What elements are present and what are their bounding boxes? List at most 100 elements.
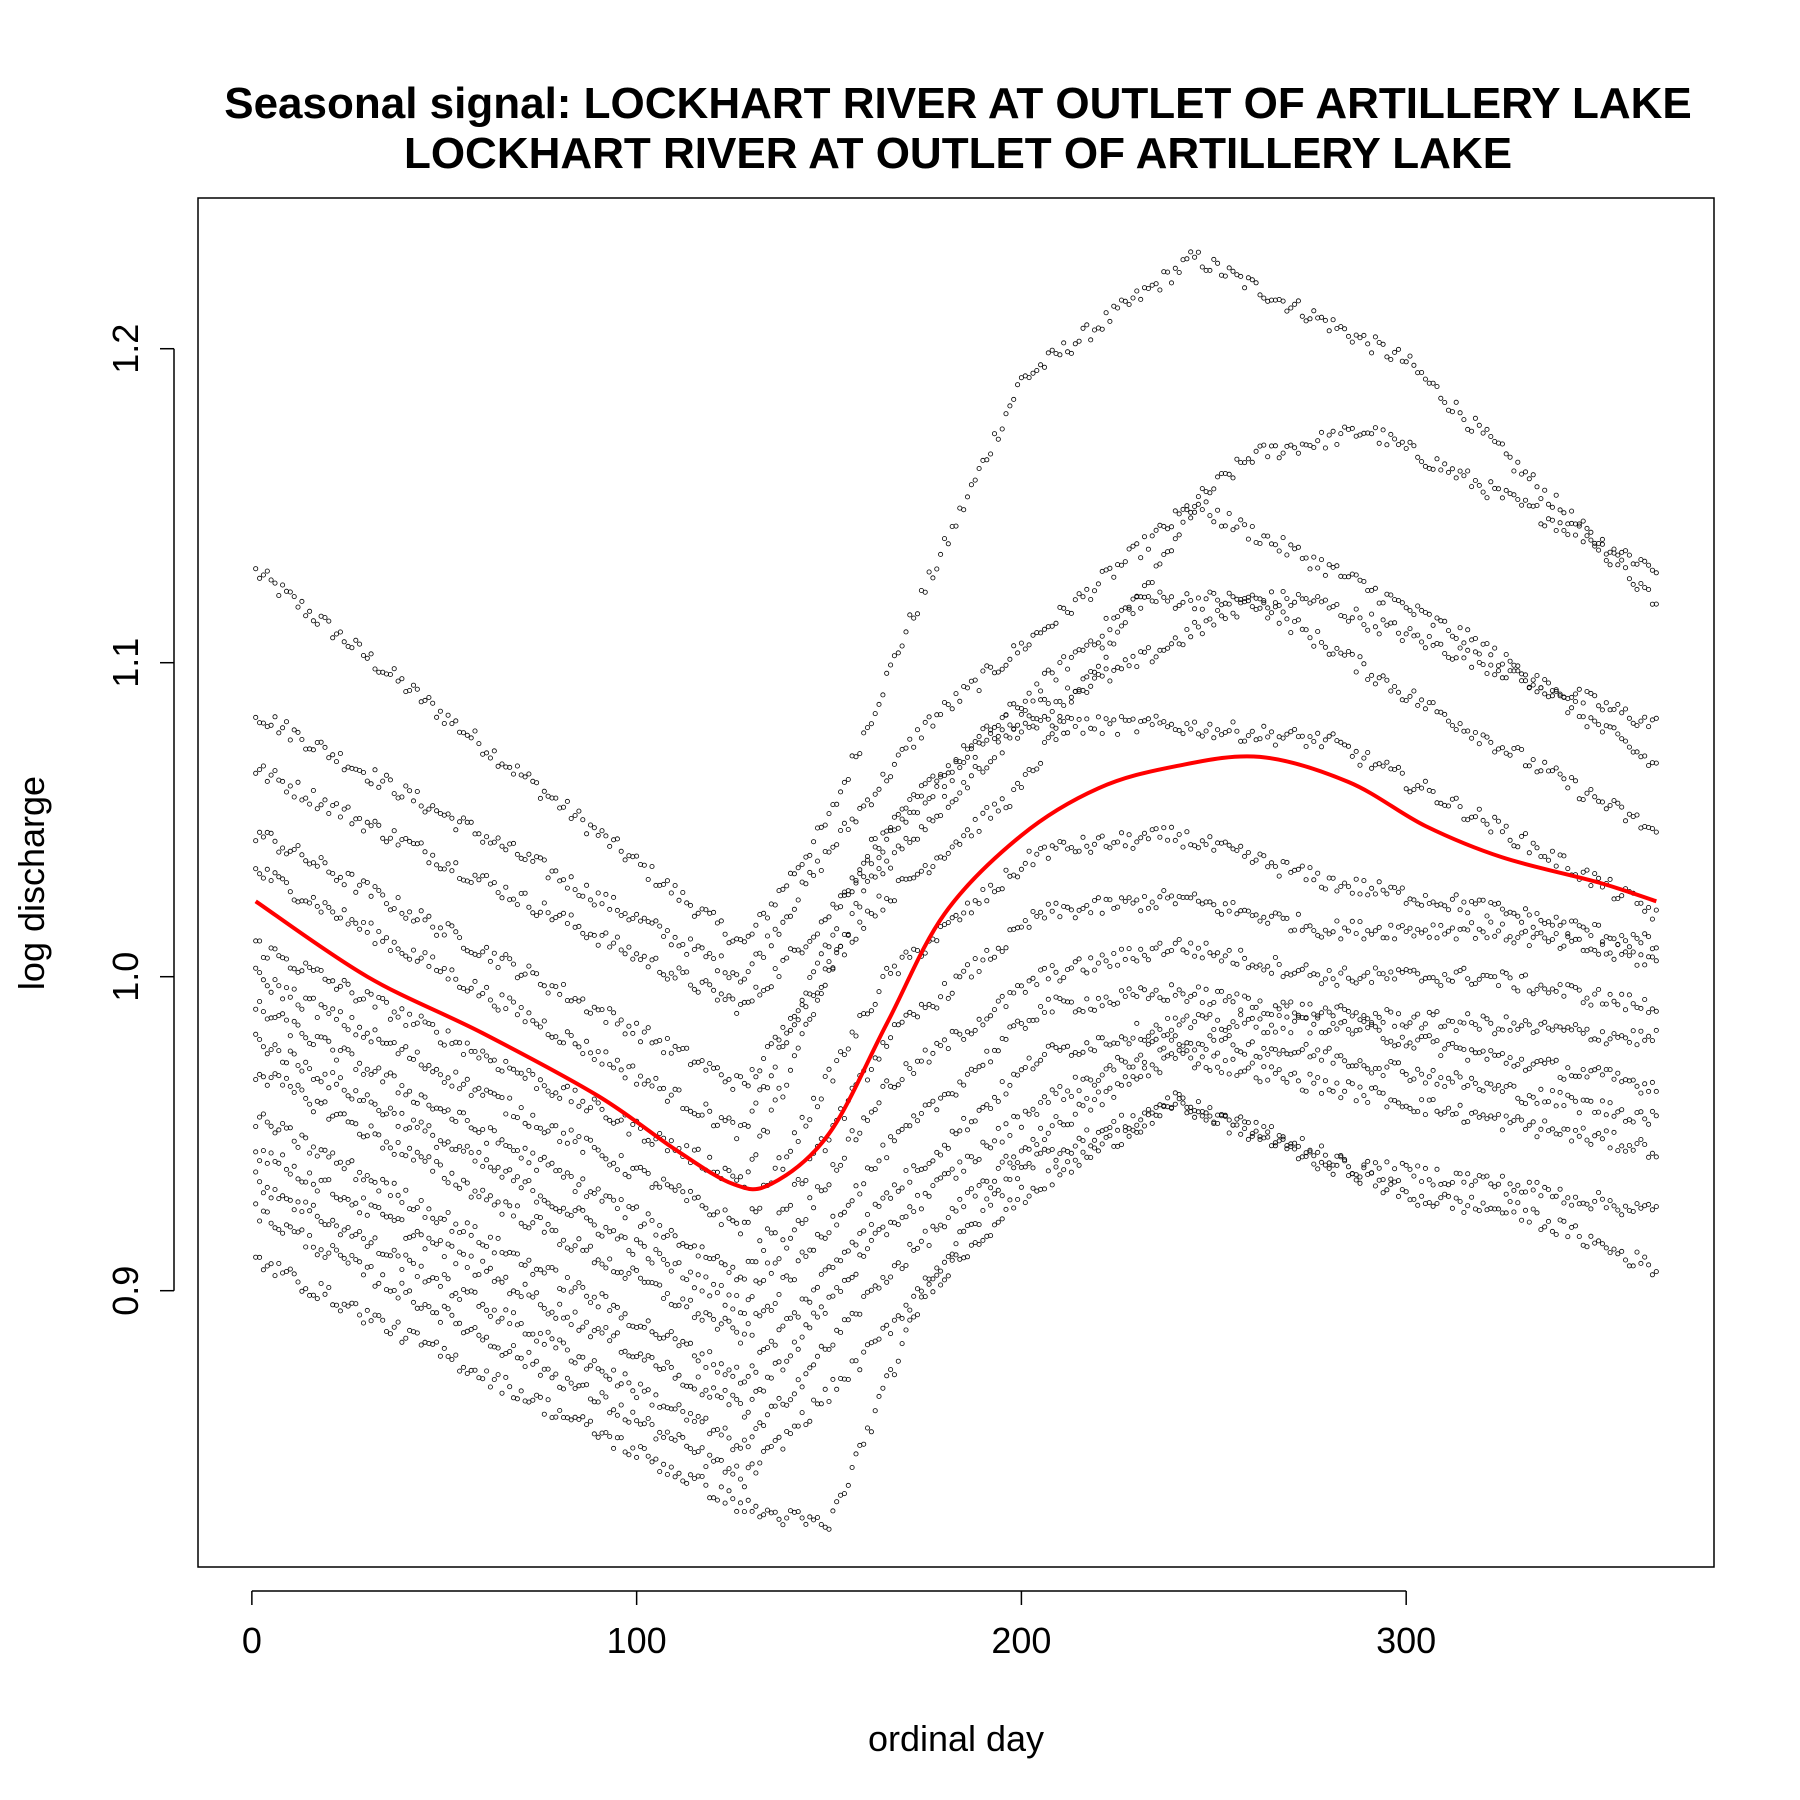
data-point [526, 1010, 532, 1016]
data-point [1068, 694, 1074, 700]
data-point [857, 1311, 863, 1317]
data-point [372, 1027, 378, 1033]
data-point [1226, 947, 1232, 953]
data-point [1099, 673, 1105, 679]
data-point [649, 1355, 655, 1361]
data-point [1561, 993, 1567, 999]
data-point [1249, 1060, 1255, 1066]
data-point [641, 1081, 647, 1087]
data-point [1130, 1074, 1136, 1080]
data-point [1488, 739, 1494, 745]
data-point [257, 871, 263, 877]
data-point [772, 966, 778, 972]
data-point [995, 1125, 1001, 1131]
data-point [1630, 949, 1636, 955]
data-point [1365, 1016, 1371, 1022]
data-point [1442, 972, 1448, 978]
data-point [999, 1139, 1005, 1145]
data-point [622, 857, 628, 863]
data-point [1480, 929, 1486, 935]
data-point [376, 784, 382, 790]
data-point [1349, 425, 1355, 431]
data-point [1446, 1075, 1452, 1081]
data-point [1080, 967, 1086, 973]
data-point [657, 1223, 663, 1229]
data-point [1195, 845, 1201, 851]
data-point [818, 991, 824, 997]
data-point [1607, 1100, 1613, 1106]
data-point [1599, 1098, 1605, 1104]
data-point [399, 676, 405, 682]
data-point [849, 1310, 855, 1316]
data-point [303, 858, 309, 864]
data-point [1349, 918, 1355, 924]
data-point [1007, 1160, 1013, 1166]
data-point [1272, 742, 1278, 748]
data-point [765, 1412, 771, 1418]
data-point [1199, 1013, 1205, 1019]
data-point [826, 1137, 832, 1143]
data-point [718, 953, 724, 959]
data-point [1122, 1036, 1128, 1042]
data-point [1507, 1027, 1513, 1033]
data-point [1511, 1083, 1517, 1089]
data-point [915, 871, 921, 877]
data-point [1446, 1105, 1452, 1111]
data-point [253, 1124, 259, 1130]
data-point [310, 1109, 316, 1115]
data-point [1488, 1113, 1494, 1119]
data-point [1461, 473, 1467, 479]
data-point [603, 1049, 609, 1055]
data-point [1380, 673, 1386, 679]
data-point [1034, 681, 1040, 687]
data-point [872, 1338, 878, 1344]
data-point [614, 1167, 620, 1173]
data-point [1157, 1026, 1163, 1032]
data-point [526, 1123, 532, 1129]
data-point [568, 1213, 574, 1219]
data-point [1626, 744, 1632, 750]
data-point [872, 1201, 878, 1207]
data-point [1245, 1065, 1251, 1071]
data-point [1053, 1157, 1059, 1163]
data-point [453, 1069, 459, 1075]
data-point [1284, 616, 1290, 622]
data-point [868, 911, 874, 917]
data-point [1603, 551, 1609, 557]
data-point [1242, 1051, 1248, 1057]
data-point [503, 1199, 509, 1205]
data-point [1215, 1050, 1221, 1056]
data-point [1003, 1004, 1009, 1010]
data-point [703, 1067, 709, 1073]
data-point [537, 1331, 543, 1337]
data-point [576, 1134, 582, 1140]
data-point [1053, 677, 1059, 683]
data-point [345, 1225, 351, 1231]
data-point [614, 1236, 620, 1242]
data-point [992, 954, 998, 960]
data-point [1003, 867, 1009, 873]
data-point [1507, 658, 1513, 664]
data-point [1584, 995, 1590, 1001]
data-point [1365, 1100, 1371, 1106]
data-point [672, 1086, 678, 1092]
data-point [1426, 1074, 1432, 1080]
data-point [753, 1259, 759, 1265]
data-point [649, 1218, 655, 1224]
data-point [995, 723, 1001, 729]
data-point [453, 827, 459, 833]
data-point [1557, 520, 1563, 526]
data-point [584, 1038, 590, 1044]
data-point [999, 1193, 1005, 1199]
data-point [688, 936, 694, 942]
data-point [730, 996, 736, 1002]
data-point [1107, 678, 1113, 684]
data-point [1457, 625, 1463, 631]
data-point [649, 1402, 655, 1408]
data-point [838, 1049, 844, 1055]
data-point [965, 900, 971, 906]
data-point [626, 944, 632, 950]
data-point [1392, 976, 1398, 982]
data-point [1215, 474, 1221, 480]
data-point [876, 893, 882, 899]
